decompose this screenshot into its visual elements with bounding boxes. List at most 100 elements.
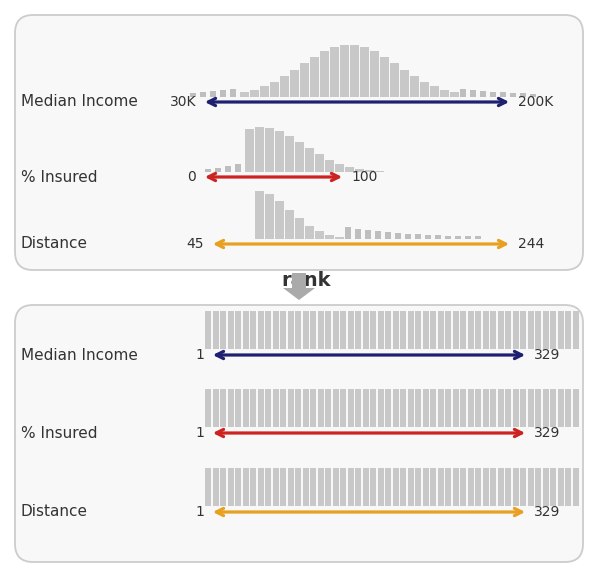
Bar: [243, 389, 249, 427]
Bar: [468, 389, 474, 427]
Bar: [235, 389, 242, 427]
Bar: [390, 63, 398, 97]
Bar: [275, 130, 283, 172]
Bar: [325, 389, 331, 427]
Bar: [347, 311, 354, 349]
Bar: [227, 468, 234, 506]
Bar: [355, 389, 361, 427]
Bar: [407, 311, 414, 349]
Bar: [392, 311, 399, 349]
Text: % Insured: % Insured: [21, 169, 97, 184]
Text: 0: 0: [187, 170, 196, 184]
Bar: [347, 468, 354, 506]
Bar: [235, 311, 242, 349]
Bar: [392, 389, 399, 427]
Bar: [295, 389, 301, 427]
Bar: [288, 389, 294, 427]
Bar: [245, 129, 254, 172]
Bar: [340, 468, 346, 506]
Bar: [295, 218, 304, 239]
Bar: [470, 90, 475, 97]
Bar: [423, 468, 429, 506]
Bar: [335, 237, 343, 239]
Bar: [483, 311, 489, 349]
Bar: [505, 389, 511, 427]
Bar: [270, 82, 279, 97]
Bar: [325, 235, 334, 239]
Bar: [227, 311, 234, 349]
Bar: [490, 92, 496, 97]
Bar: [325, 160, 334, 172]
Text: 329: 329: [534, 426, 560, 440]
Bar: [250, 468, 257, 506]
Bar: [438, 311, 444, 349]
Bar: [385, 468, 391, 506]
Bar: [527, 468, 534, 506]
Bar: [225, 166, 230, 172]
Bar: [362, 389, 369, 427]
Bar: [475, 236, 481, 239]
Bar: [303, 389, 309, 427]
Bar: [315, 231, 324, 239]
Bar: [415, 234, 420, 239]
Text: 200K: 200K: [518, 95, 553, 109]
Bar: [370, 389, 376, 427]
Bar: [440, 90, 448, 97]
Bar: [572, 468, 579, 506]
Bar: [365, 230, 371, 239]
Polygon shape: [283, 273, 315, 300]
Text: 1: 1: [195, 505, 204, 519]
Text: 329: 329: [534, 505, 560, 519]
Bar: [340, 389, 346, 427]
Bar: [273, 311, 279, 349]
Bar: [212, 468, 219, 506]
Bar: [460, 89, 465, 97]
Bar: [255, 191, 264, 239]
Text: 244: 244: [518, 237, 544, 251]
Bar: [260, 86, 269, 97]
Bar: [370, 468, 376, 506]
Bar: [355, 229, 361, 239]
Bar: [250, 311, 257, 349]
Bar: [375, 231, 380, 239]
Bar: [430, 311, 437, 349]
Bar: [483, 468, 489, 506]
Bar: [200, 92, 206, 97]
Bar: [310, 389, 316, 427]
Bar: [340, 311, 346, 349]
FancyBboxPatch shape: [15, 15, 583, 270]
Bar: [520, 389, 526, 427]
Bar: [505, 468, 511, 506]
Bar: [265, 389, 271, 427]
Bar: [273, 389, 279, 427]
Bar: [290, 70, 298, 97]
Bar: [288, 468, 294, 506]
Bar: [385, 389, 391, 427]
Bar: [330, 47, 338, 97]
Bar: [407, 389, 414, 427]
Bar: [460, 389, 466, 427]
Bar: [460, 311, 466, 349]
Bar: [550, 311, 556, 349]
Text: 329: 329: [534, 348, 560, 362]
Bar: [445, 468, 451, 506]
Text: rank: rank: [281, 270, 331, 289]
Bar: [512, 311, 519, 349]
Bar: [385, 232, 390, 239]
Bar: [527, 311, 534, 349]
Bar: [450, 92, 459, 97]
Text: 30K: 30K: [169, 95, 196, 109]
Bar: [425, 235, 431, 239]
Bar: [362, 468, 369, 506]
Bar: [520, 93, 526, 97]
Bar: [365, 171, 374, 172]
Bar: [370, 52, 379, 97]
Bar: [360, 47, 368, 97]
Bar: [320, 52, 328, 97]
Bar: [520, 311, 526, 349]
Bar: [400, 389, 406, 427]
Bar: [542, 389, 549, 427]
Bar: [500, 92, 505, 97]
Bar: [400, 70, 408, 97]
Bar: [325, 468, 331, 506]
